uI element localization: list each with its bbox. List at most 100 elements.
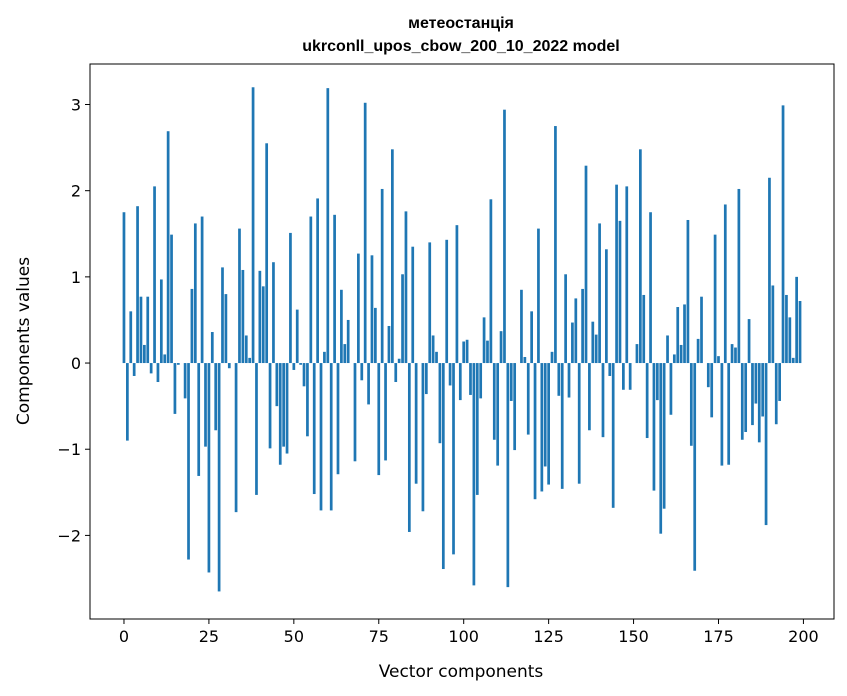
- bar: [482, 317, 486, 364]
- y-tick-label: −2: [57, 526, 81, 545]
- bar: [598, 223, 601, 364]
- bar: [153, 186, 156, 364]
- bar: [404, 211, 408, 364]
- bar: [492, 363, 496, 440]
- bar: [391, 149, 394, 364]
- bar: [581, 288, 584, 364]
- bar: [771, 285, 775, 364]
- bar: [649, 212, 652, 364]
- bar: [591, 321, 595, 364]
- bar: [737, 188, 741, 364]
- bar: [543, 363, 547, 467]
- bar: [622, 363, 625, 390]
- bar: [136, 206, 139, 364]
- bar: [411, 246, 415, 364]
- bar: [486, 340, 489, 364]
- bar: [683, 304, 686, 364]
- bar: [557, 363, 561, 396]
- bar: [730, 344, 734, 364]
- bar: [489, 199, 493, 364]
- bar: [333, 214, 336, 364]
- bar: [374, 307, 377, 364]
- bar: [370, 255, 374, 364]
- bar: [778, 363, 781, 401]
- bar: [210, 332, 214, 364]
- bar: [672, 354, 676, 364]
- bar: [261, 286, 265, 364]
- bar: [431, 335, 435, 364]
- x-tick-label: 125: [533, 627, 564, 646]
- bar: [163, 354, 167, 364]
- bar: [757, 363, 761, 443]
- bar: [197, 363, 201, 476]
- bar: [689, 363, 693, 446]
- bar: [540, 363, 544, 492]
- bar: [727, 363, 731, 465]
- bar: [744, 363, 748, 432]
- bar: [438, 363, 442, 444]
- bar: [132, 363, 136, 376]
- bar: [666, 335, 669, 364]
- bar: [265, 143, 269, 364]
- bar: [754, 363, 758, 404]
- bar: [275, 363, 279, 407]
- bar: [224, 294, 228, 364]
- x-tick-label: 75: [369, 627, 389, 646]
- chart-title-line2: ukrconll_upos_cbow_200_10_2022 model: [302, 38, 619, 55]
- bar: [309, 216, 313, 364]
- bar: [187, 363, 190, 560]
- bar: [720, 363, 724, 466]
- bar: [717, 356, 720, 364]
- bar: [319, 363, 323, 511]
- bar: [740, 363, 744, 440]
- bar: [343, 344, 347, 364]
- plot-frame: [89, 63, 835, 620]
- bar: [353, 363, 357, 462]
- bar: [761, 363, 765, 417]
- bar: [346, 319, 350, 364]
- bar: [798, 301, 802, 364]
- bar: [234, 363, 238, 513]
- y-tick-label: 1: [71, 268, 81, 287]
- x-tick-label: 200: [788, 627, 819, 646]
- bar: [679, 344, 683, 364]
- bar: [363, 102, 367, 364]
- bar: [479, 363, 483, 399]
- bar: [567, 363, 571, 398]
- bar: [217, 363, 221, 592]
- bar: [268, 363, 272, 449]
- bar: [533, 363, 537, 500]
- bars-group: [122, 87, 802, 592]
- bar: [655, 363, 659, 401]
- bar: [278, 363, 282, 465]
- bar: [693, 363, 697, 571]
- bar: [625, 186, 629, 364]
- bar: [768, 177, 771, 364]
- bar: [282, 363, 285, 447]
- bar: [143, 344, 146, 364]
- bar: [676, 307, 680, 364]
- bar: [564, 274, 567, 364]
- bar: [659, 363, 663, 534]
- bar: [785, 294, 788, 364]
- bar: [384, 363, 387, 461]
- bar: [706, 363, 710, 388]
- bar: [238, 228, 241, 364]
- bar: [523, 357, 527, 364]
- bar: [584, 165, 588, 364]
- bar: [397, 358, 401, 364]
- x-axis-ticks: 0 25 50 75 100 125 150 175 200: [119, 619, 819, 646]
- bar: [407, 363, 411, 532]
- bar: [513, 363, 517, 451]
- bar: [734, 347, 737, 364]
- bar: [401, 274, 404, 364]
- bar: [190, 288, 194, 364]
- bar: [723, 204, 727, 364]
- bar: [255, 363, 258, 495]
- bar: [530, 311, 533, 364]
- bar: [183, 363, 187, 399]
- bar: [700, 296, 703, 364]
- bar: [639, 149, 642, 364]
